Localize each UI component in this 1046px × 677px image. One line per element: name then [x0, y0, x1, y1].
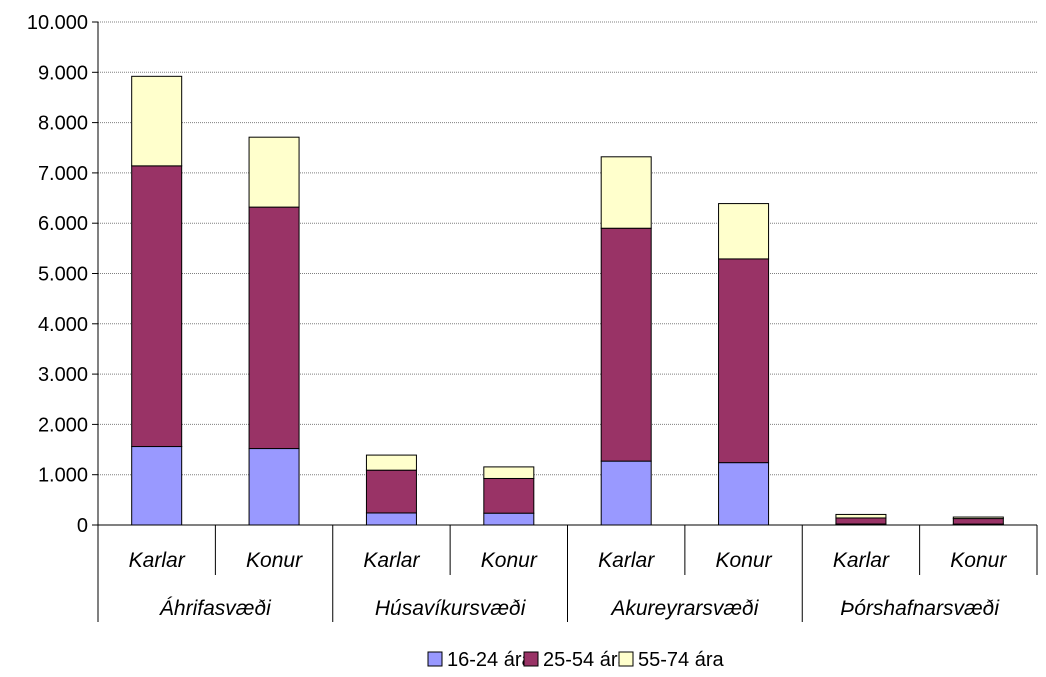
y-tick-label: 8.000: [38, 113, 88, 135]
legend-label: 16-24 ára: [447, 649, 533, 671]
axes: [92, 21, 1038, 622]
bar-segment: [365, 512, 417, 526]
legend: 16-24 ára 25-54 ára 55-74 ára: [427, 649, 724, 671]
gridlines: [98, 21, 1037, 476]
bar-segment: [600, 460, 652, 526]
bar-segment: [365, 454, 417, 471]
y-tick-label: 10.000: [27, 12, 88, 34]
bar-segment: [952, 516, 1004, 520]
x-category-label: Konur: [950, 549, 1007, 572]
legend-swatch: [523, 651, 539, 667]
x-group-label: Akureyrarsvæði: [609, 597, 759, 620]
bar-segment: [248, 206, 300, 450]
x-category-label: Karlar: [598, 549, 655, 572]
y-tick-label: 5.000: [38, 264, 88, 286]
bar-segment: [718, 203, 770, 260]
legend-label: 55-74 ára: [638, 649, 724, 671]
legend-label: 25-54 ára: [543, 649, 629, 671]
x-category-labels: Karlar Konur Karlar Konur Karlar Konur Karlar K…: [129, 549, 1008, 620]
bar-segment: [131, 165, 183, 448]
y-tick-label: 1.000: [38, 465, 88, 487]
y-tick-label: 0: [77, 515, 88, 537]
bar-segment: [483, 512, 535, 526]
bar-segment: [952, 518, 1004, 525]
bar-segment: [835, 517, 887, 525]
y-tick-label: 2.000: [38, 414, 88, 436]
y-tick-label: 4.000: [38, 314, 88, 336]
x-group-label: Húsavíkursvæði: [375, 597, 527, 620]
bar-segment: [718, 462, 770, 526]
bar-segment: [483, 477, 535, 514]
y-tick-label: 3.000: [38, 364, 88, 386]
x-category-label: Karlar: [363, 549, 420, 572]
y-tick-labels: 0 1.000 2.000 3.000 4.000 5.000 6.000 7.000 8.00…: [27, 12, 88, 537]
x-category-label: Konur: [246, 549, 303, 572]
x-category-label: Konur: [481, 549, 538, 572]
legend-swatch: [618, 651, 634, 667]
bar-segment: [131, 75, 183, 167]
bar-segment: [718, 258, 770, 464]
x-group-label: Þórshafnarsvæði: [840, 597, 1000, 620]
y-tick-label: 9.000: [38, 62, 88, 84]
bar-segment: [600, 156, 652, 229]
bar-segment: [248, 448, 300, 526]
x-category-label: Karlar: [833, 549, 890, 572]
bar-segment: [131, 446, 183, 526]
legend-swatch: [427, 651, 443, 667]
x-category-label: Konur: [716, 549, 773, 572]
y-tick-label: 6.000: [38, 213, 88, 235]
bar-segment: [600, 227, 652, 462]
bar-segment: [365, 469, 417, 514]
x-group-label: Áhrifasvæði: [159, 597, 272, 620]
bar-segment: [835, 513, 887, 519]
bar-segment: [483, 466, 535, 479]
y-tick-label: 7.000: [38, 163, 88, 185]
bar-segment: [248, 136, 300, 208]
x-category-label: Karlar: [129, 549, 186, 572]
bars: [131, 75, 1004, 526]
